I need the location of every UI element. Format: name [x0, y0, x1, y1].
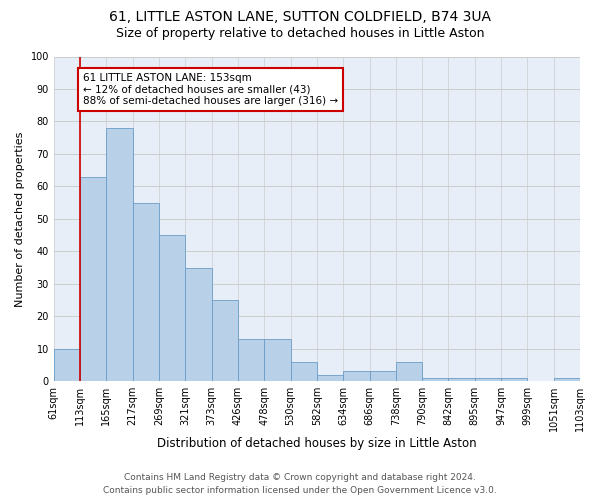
Bar	[80, 176, 106, 381]
Bar	[343, 372, 370, 381]
Text: Contains HM Land Registry data © Crown copyright and database right 2024.
Contai: Contains HM Land Registry data © Crown c…	[103, 473, 497, 495]
Bar	[501, 378, 527, 381]
Text: Size of property relative to detached houses in Little Aston: Size of property relative to detached ho…	[116, 28, 484, 40]
Text: 61, LITTLE ASTON LANE, SUTTON COLDFIELD, B74 3UA: 61, LITTLE ASTON LANE, SUTTON COLDFIELD,…	[109, 10, 491, 24]
Y-axis label: Number of detached properties: Number of detached properties	[15, 131, 25, 306]
Bar	[159, 235, 185, 381]
Bar	[212, 300, 238, 381]
Bar	[264, 339, 290, 381]
Bar	[133, 202, 159, 381]
Bar	[54, 348, 80, 381]
Bar	[422, 378, 448, 381]
Bar	[554, 378, 580, 381]
Bar	[370, 372, 396, 381]
Bar	[396, 362, 422, 381]
Bar	[106, 128, 133, 381]
Bar	[238, 339, 264, 381]
Bar	[475, 378, 501, 381]
Bar	[317, 374, 343, 381]
X-axis label: Distribution of detached houses by size in Little Aston: Distribution of detached houses by size …	[157, 437, 477, 450]
Bar	[290, 362, 317, 381]
Bar	[185, 268, 212, 381]
Bar	[448, 378, 475, 381]
Text: 61 LITTLE ASTON LANE: 153sqm
← 12% of detached houses are smaller (43)
88% of se: 61 LITTLE ASTON LANE: 153sqm ← 12% of de…	[83, 72, 338, 106]
